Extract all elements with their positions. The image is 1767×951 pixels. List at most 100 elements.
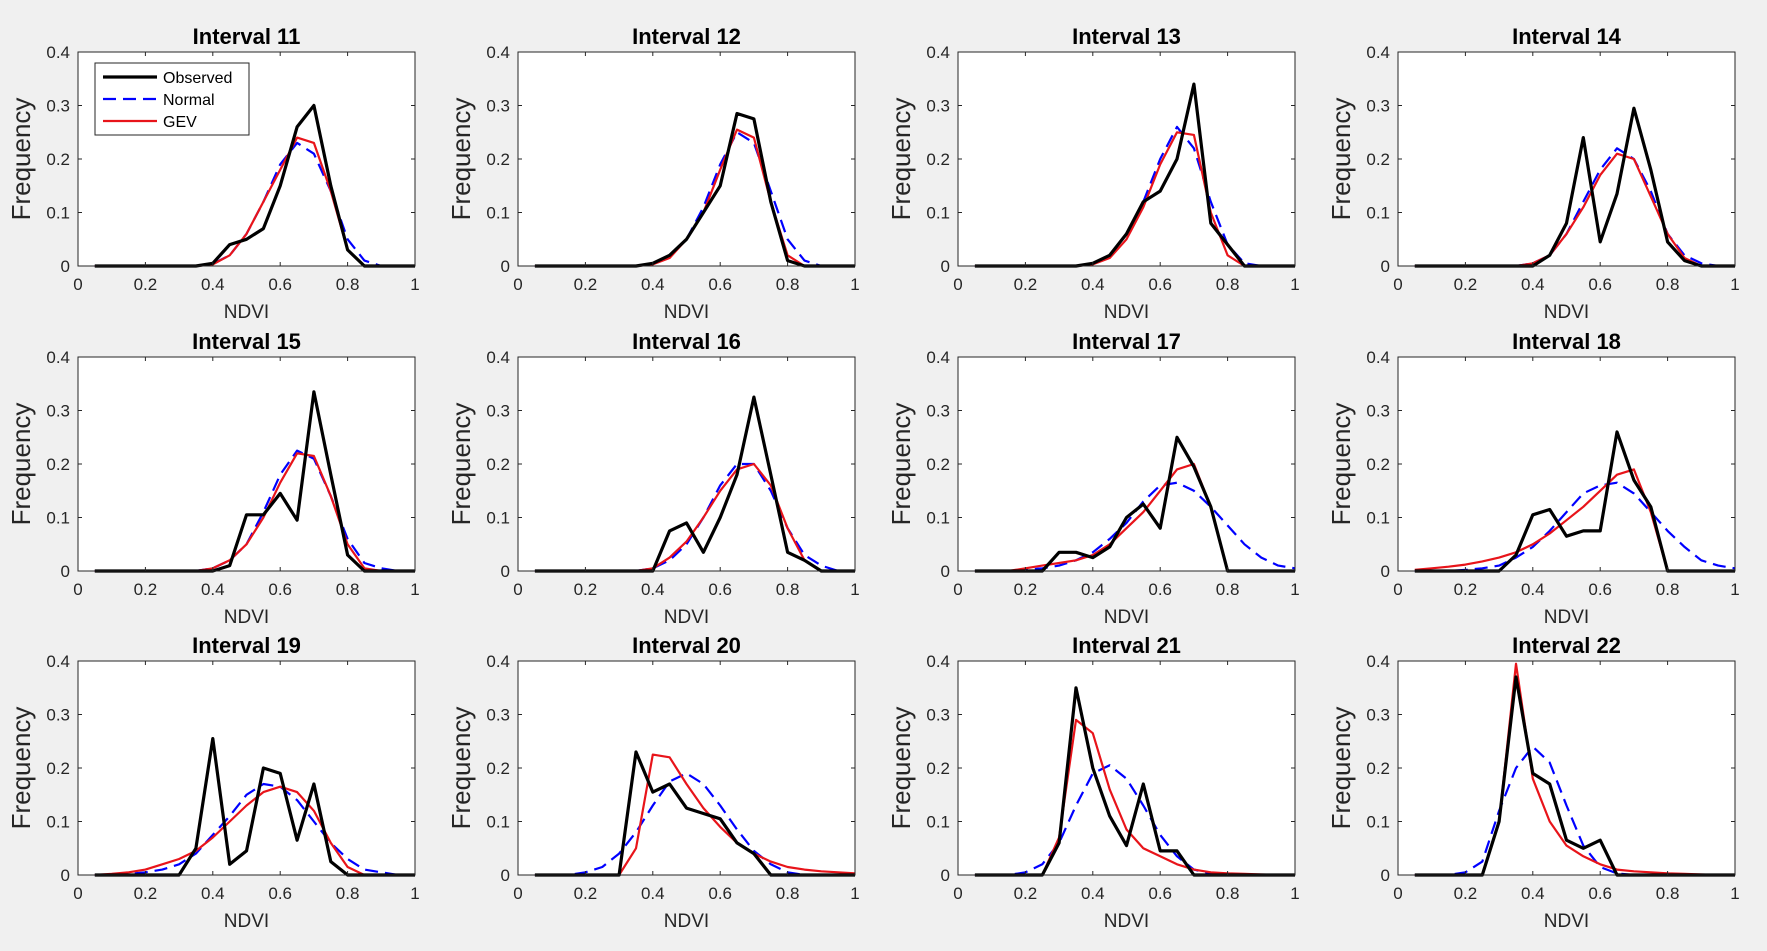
- y-tick-label: 0.1: [1366, 509, 1390, 528]
- y-tick-label: 0: [61, 866, 70, 885]
- y-axis-label: Frequency: [446, 707, 476, 830]
- x-tick-label: 0.2: [1454, 275, 1478, 294]
- y-tick-label: 0: [941, 562, 950, 581]
- x-tick-label: 0: [1393, 275, 1402, 294]
- y-axis-label: Frequency: [886, 403, 916, 526]
- y-tick-label: 0: [501, 257, 510, 276]
- y-tick-label: 0.3: [926, 97, 950, 116]
- subplot-title: Interval 22: [1512, 633, 1621, 658]
- x-tick-label: 0.6: [268, 580, 292, 599]
- subplot-19: 0 0.2 0.4 0.6 0.8 1 0 0.1 0.2 0.3 0.4 Interval 19 ND…: [6, 633, 420, 932]
- x-tick-label: 0: [953, 884, 962, 903]
- x-tick-label: 0: [73, 275, 82, 294]
- x-tick-label: 0.6: [1148, 275, 1172, 294]
- y-tick-label: 0.4: [926, 652, 950, 671]
- x-tick-label: 0.8: [1216, 275, 1240, 294]
- subplot-title: Interval 13: [1072, 24, 1181, 49]
- y-tick-label: 0.4: [1366, 43, 1390, 62]
- y-tick-label: 0.4: [926, 43, 950, 62]
- x-axis-label: NDVI: [1544, 302, 1589, 323]
- y-tick-label: 0: [61, 562, 70, 581]
- x-tick-label: 1: [1730, 580, 1739, 599]
- x-tick-label: 0.8: [776, 275, 800, 294]
- y-tick-label: 0.1: [486, 509, 510, 528]
- y-tick-label: 0.2: [486, 150, 510, 169]
- subplot-14: 0 0.2 0.4 0.6 0.8 1 0 0.1 0.2 0.3 0.4 Interval 14 ND…: [1326, 24, 1740, 323]
- y-tick-label: 0: [941, 257, 950, 276]
- x-tick-label: 0.8: [1216, 884, 1240, 903]
- y-axis-label: Frequency: [6, 707, 36, 830]
- y-tick-label: 0.1: [926, 813, 950, 832]
- y-tick-label: 0.2: [1366, 759, 1390, 778]
- legend-box: [94, 62, 250, 136]
- x-tick-label: 0.4: [641, 884, 665, 903]
- x-axis-label: NDVI: [224, 302, 269, 323]
- plot-area: [958, 52, 1295, 266]
- x-tick-label: 0.8: [1656, 884, 1680, 903]
- y-tick-label: 0.3: [486, 97, 510, 116]
- y-tick-label: 0.4: [46, 43, 70, 62]
- subplot-20: 0 0.2 0.4 0.6 0.8 1 0 0.1 0.2 0.3 0.4 Interval 20 ND…: [446, 633, 860, 932]
- x-tick-label: 0.2: [1454, 884, 1478, 903]
- subplot-22: 0 0.2 0.4 0.6 0.8 1 0 0.1 0.2 0.3 0.4 Interval 22 ND…: [1326, 633, 1740, 932]
- x-tick-label: 0.4: [1521, 275, 1545, 294]
- x-tick-label: 0.8: [336, 580, 360, 599]
- x-tick-label: 1: [1290, 580, 1299, 599]
- subplot-title: Interval 16: [632, 329, 741, 354]
- y-axis-label: Frequency: [1326, 98, 1356, 221]
- plot-area: [1398, 52, 1735, 266]
- x-tick-label: 1: [850, 275, 859, 294]
- y-tick-label: 0.2: [1366, 150, 1390, 169]
- x-tick-label: 0: [73, 884, 82, 903]
- y-tick-label: 0.3: [486, 402, 510, 421]
- x-tick-label: 0.4: [201, 884, 225, 903]
- y-tick-label: 0.2: [926, 759, 950, 778]
- subplot-title: Interval 21: [1072, 633, 1181, 658]
- y-tick-label: 0.3: [46, 402, 70, 421]
- y-tick-label: 0.3: [1366, 97, 1390, 116]
- subplot-12: 0 0.2 0.4 0.6 0.8 1 0 0.1 0.2 0.3 0.4 Interval 12 ND…: [446, 24, 860, 323]
- x-tick-label: 0.8: [776, 580, 800, 599]
- x-axis-label: NDVI: [664, 607, 709, 628]
- y-tick-label: 0.4: [46, 348, 70, 367]
- y-axis-label: Frequency: [6, 403, 36, 526]
- x-tick-label: 0.4: [1081, 275, 1105, 294]
- plot-area: [1398, 661, 1735, 875]
- y-tick-label: 0.1: [486, 204, 510, 223]
- y-axis-label: Frequency: [446, 403, 476, 526]
- x-axis-label: NDVI: [224, 607, 269, 628]
- x-tick-label: 0.2: [1014, 884, 1038, 903]
- x-tick-label: 1: [1730, 884, 1739, 903]
- y-tick-label: 0.3: [926, 402, 950, 421]
- legend-label-gev: GEV: [163, 114, 197, 131]
- plot-area: [1398, 357, 1735, 571]
- x-tick-label: 0.2: [1014, 275, 1038, 294]
- x-tick-label: 0: [513, 580, 522, 599]
- subplot-21: 0 0.2 0.4 0.6 0.8 1 0 0.1 0.2 0.3 0.4 Interval 21 ND…: [886, 633, 1300, 932]
- subplot-title: Interval 20: [632, 633, 741, 658]
- y-tick-label: 0: [1381, 562, 1390, 581]
- x-tick-label: 0.4: [1521, 580, 1545, 599]
- legend-label-normal: Normal: [163, 92, 215, 109]
- subplot-18: 0 0.2 0.4 0.6 0.8 1 0 0.1 0.2 0.3 0.4 Interval 18 ND…: [1326, 329, 1740, 628]
- x-tick-label: 0.2: [1014, 580, 1038, 599]
- x-tick-label: 0: [953, 275, 962, 294]
- x-tick-label: 0.6: [268, 884, 292, 903]
- y-tick-label: 0.2: [486, 759, 510, 778]
- x-tick-label: 0: [1393, 580, 1402, 599]
- y-tick-label: 0.3: [46, 97, 70, 116]
- normal-series-line: [974, 764, 1295, 877]
- y-tick-label: 0.1: [926, 204, 950, 223]
- y-tick-label: 0: [61, 257, 70, 276]
- x-tick-label: 0.6: [1588, 884, 1612, 903]
- y-tick-label: 0.1: [46, 813, 70, 832]
- y-tick-label: 0.4: [926, 348, 950, 367]
- x-tick-label: 0.6: [1148, 580, 1172, 599]
- normal-series-line: [1414, 147, 1735, 268]
- subplot-title: Interval 17: [1072, 329, 1181, 354]
- x-tick-label: 0.6: [1148, 884, 1172, 903]
- y-tick-label: 0: [501, 562, 510, 581]
- y-tick-label: 0.3: [1366, 402, 1390, 421]
- y-tick-label: 0: [501, 866, 510, 885]
- plot-area: [958, 661, 1295, 875]
